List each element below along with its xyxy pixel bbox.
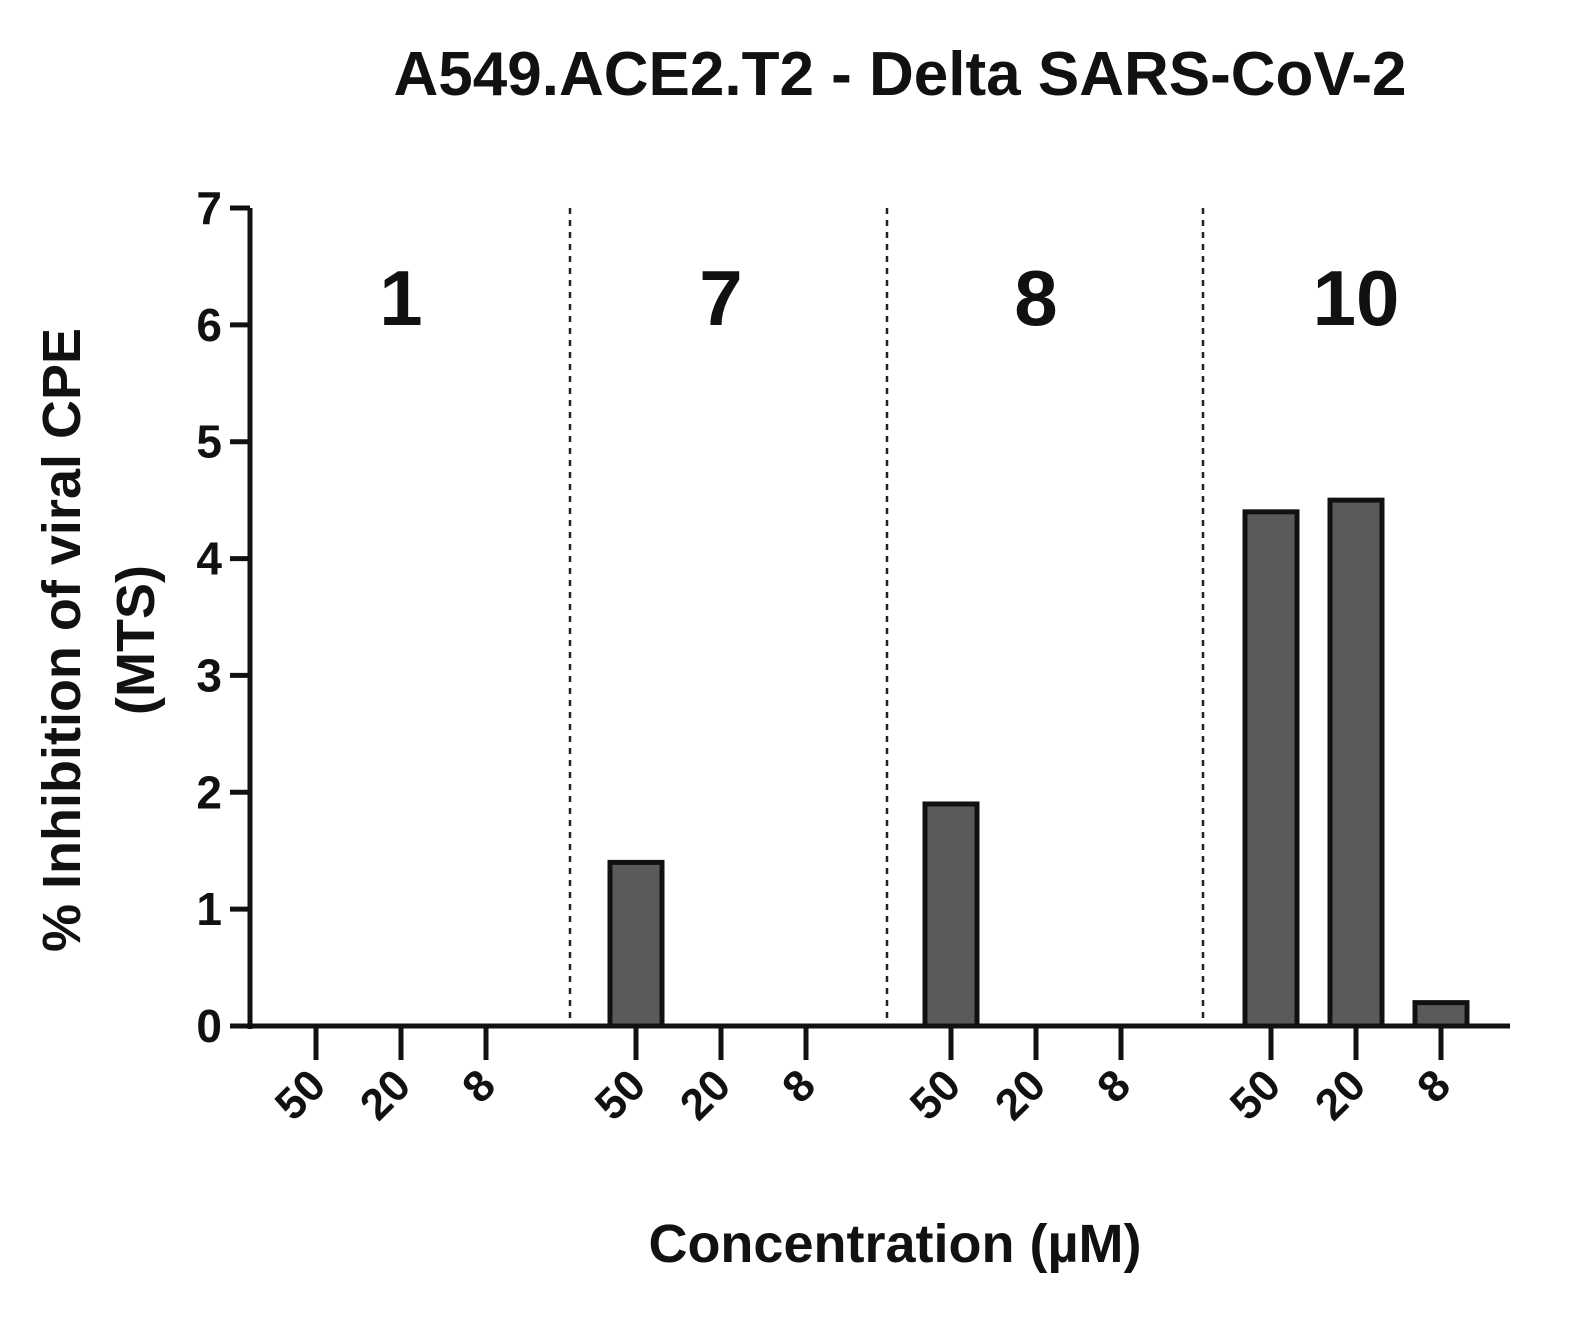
- x-tick-label-10-20: 20: [1306, 1060, 1375, 1129]
- x-axis-label: Concentration (µM): [648, 1214, 1141, 1274]
- y-tick-label-7: 7: [196, 182, 222, 234]
- y-tick-label-2: 2: [196, 766, 222, 818]
- x-tick-label-8-8: 8: [1088, 1060, 1140, 1112]
- bar-group-7-50: [607, 859, 665, 1029]
- bar-group-10-50: [1242, 509, 1300, 1029]
- x-tick-label-1-8: 8: [453, 1060, 505, 1112]
- bar-group-10-20: [1327, 497, 1385, 1029]
- x-tick-label-8-50: 50: [901, 1060, 970, 1129]
- y-axis-label-line-2: (MTS): [106, 565, 166, 715]
- y-tick-label-4: 4: [196, 533, 222, 585]
- x-tick-label-8-20: 20: [986, 1060, 1055, 1129]
- y-tick-label-5: 5: [196, 416, 222, 468]
- x-tick-label-1-50: 50: [266, 1060, 335, 1129]
- bar-group-10-8: [1412, 1000, 1470, 1029]
- y-tick-label-3: 3: [196, 649, 222, 701]
- x-tick-label-1-20: 20: [351, 1060, 420, 1129]
- x-tick-label-7-50: 50: [586, 1060, 655, 1129]
- group-label-8: 8: [1014, 254, 1057, 342]
- x-tick-label-10-50: 50: [1221, 1060, 1290, 1129]
- y-axis-label-line-1: % Inhibition of viral CPE: [32, 328, 92, 952]
- y-tick-label-1: 1: [196, 883, 222, 935]
- chart-title: A549.ACE2.T2 - Delta SARS-CoV-2: [394, 40, 1407, 109]
- group-label-1: 1: [379, 254, 422, 342]
- group-label-10: 10: [1313, 254, 1400, 342]
- group-label-7: 7: [699, 254, 742, 342]
- x-tick-label-7-8: 8: [773, 1060, 825, 1112]
- x-tick-label-7-20: 20: [671, 1060, 740, 1129]
- y-tick-label-0: 0: [196, 1000, 222, 1052]
- x-tick-label-10-8: 8: [1408, 1060, 1460, 1112]
- y-tick-label-6: 6: [196, 299, 222, 351]
- bar-group-8-50: [922, 801, 980, 1029]
- y-axis-label: % Inhibition of viral CPE (MTS): [32, 328, 166, 952]
